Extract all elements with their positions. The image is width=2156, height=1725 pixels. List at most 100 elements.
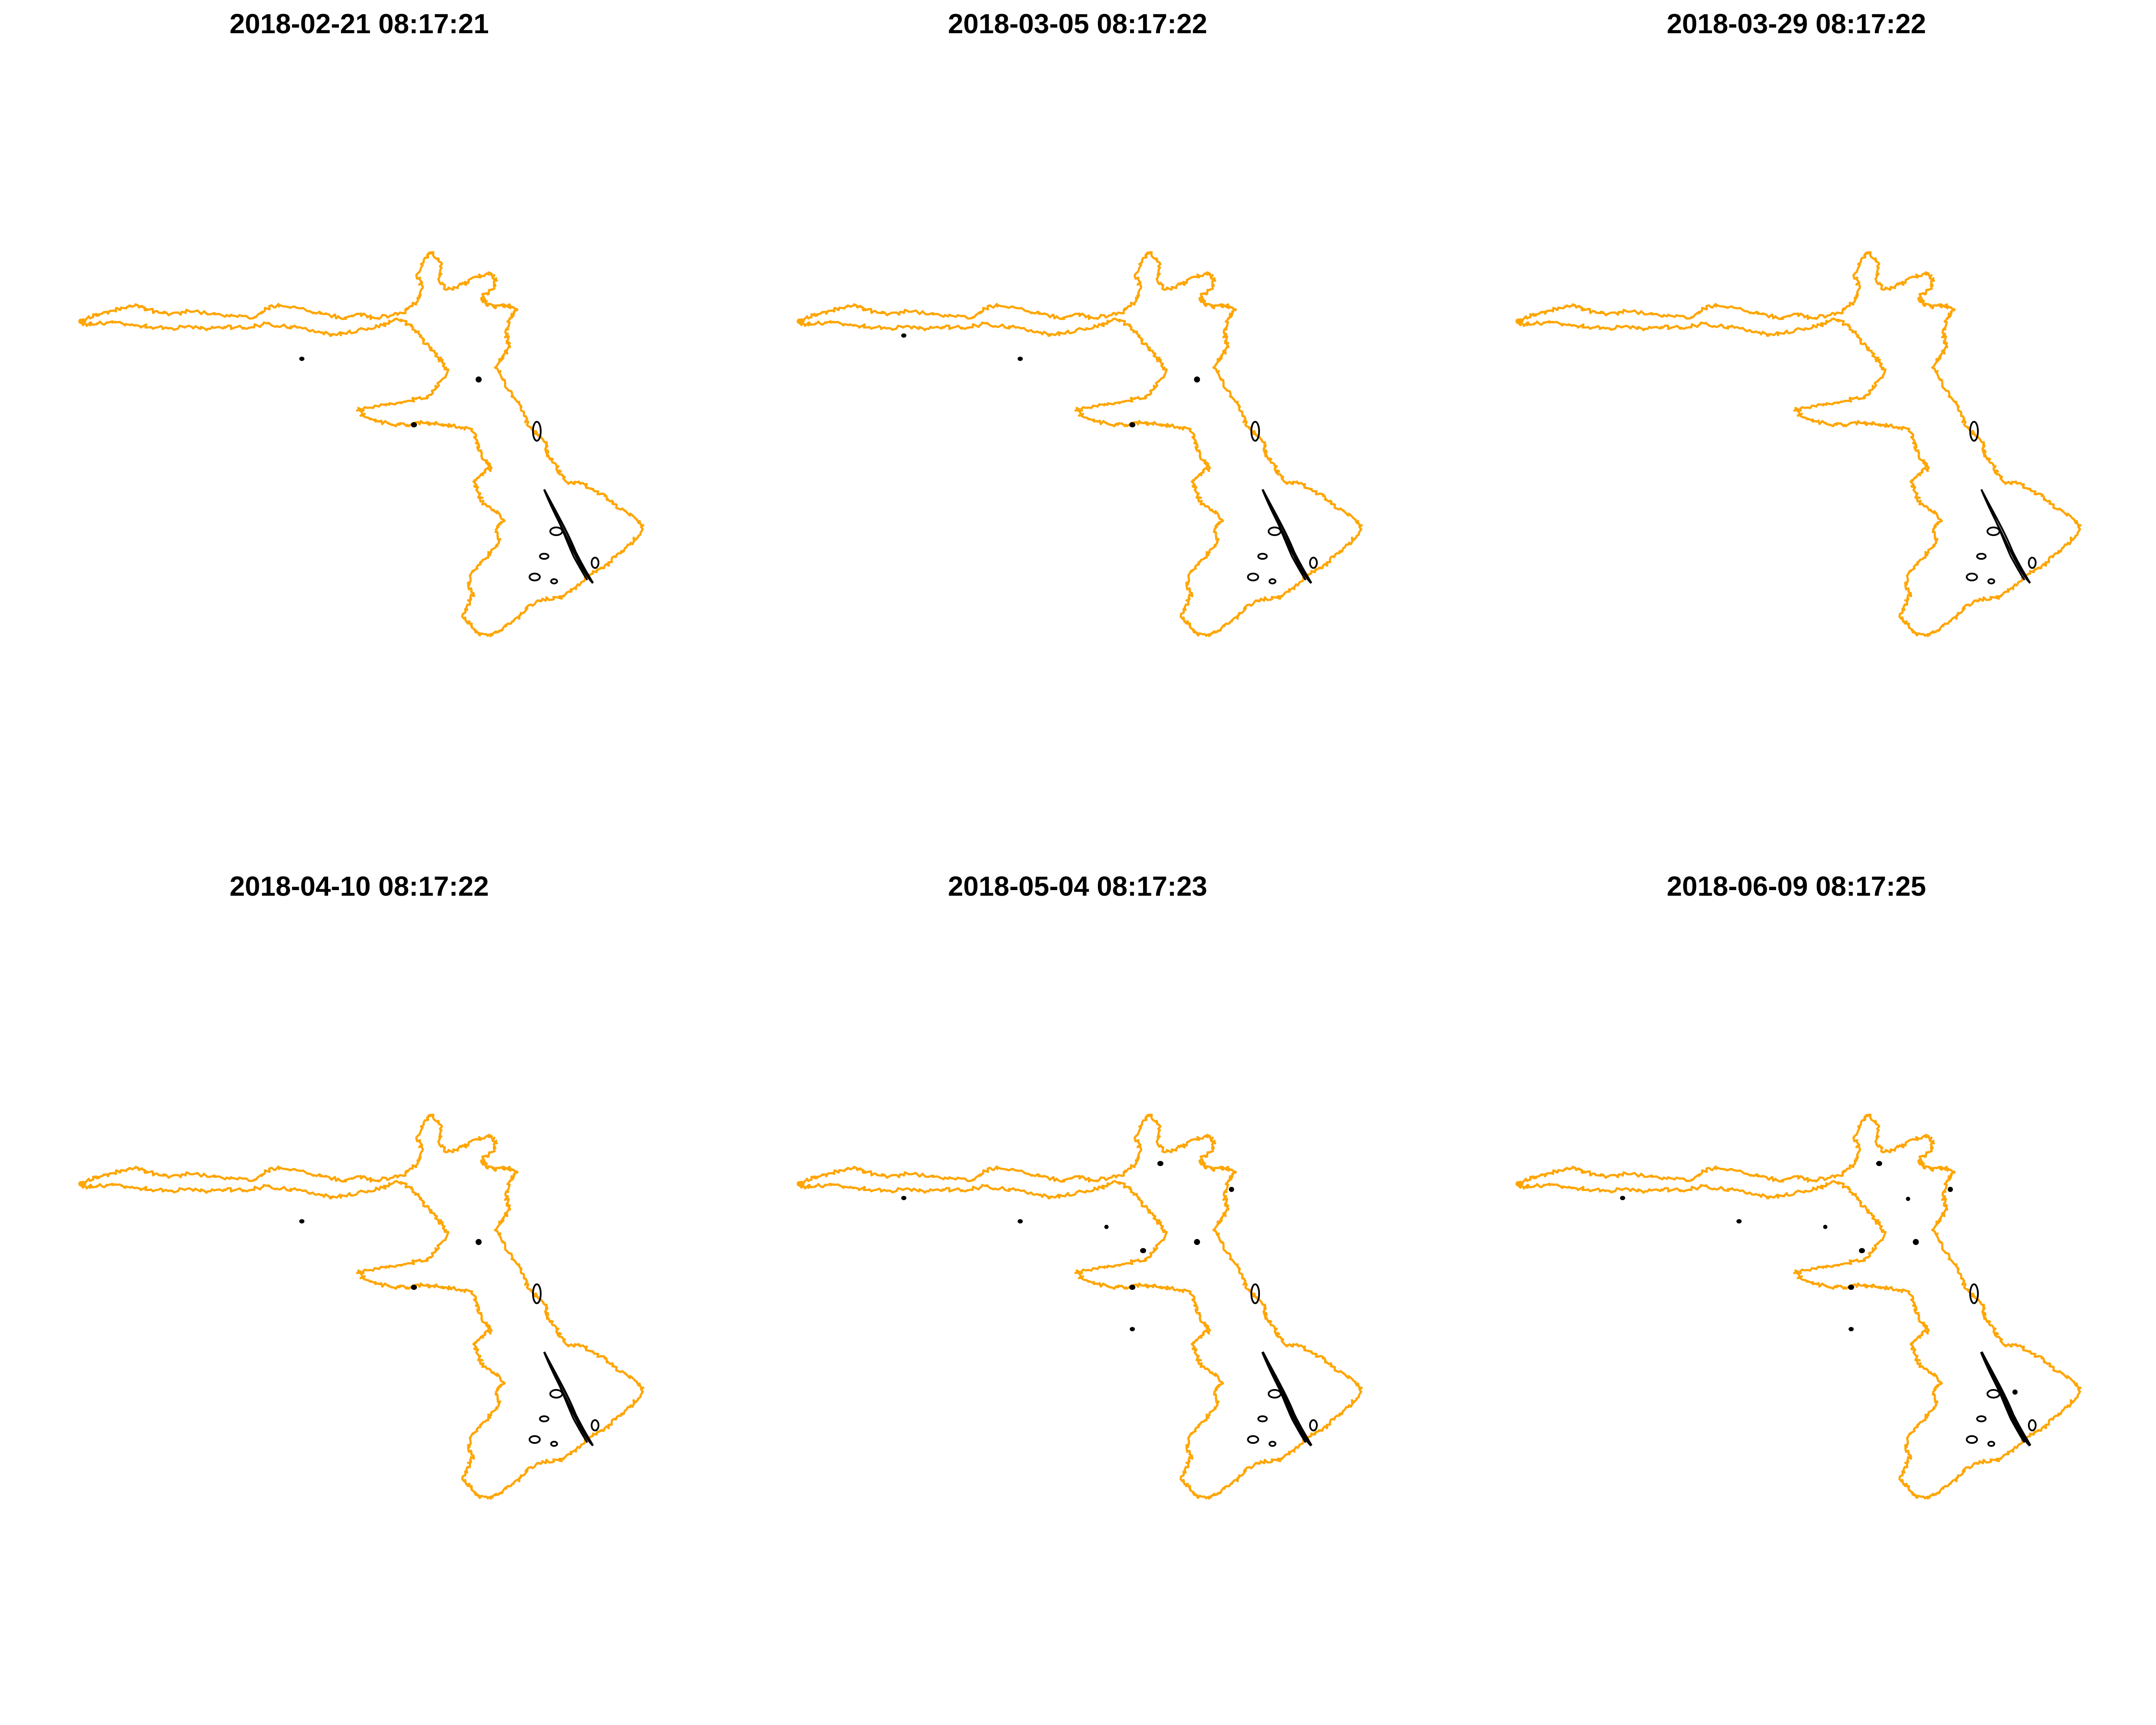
water-detection-patch — [1018, 1219, 1023, 1223]
map-panel-3: 2018-03-29 08:17:22 — [1437, 0, 2156, 862]
water-detection-patch — [1823, 1225, 1827, 1229]
water-detection-patch — [1194, 376, 1200, 383]
water-detection-patch — [1620, 1196, 1625, 1200]
panel-title-5: 2018-05-04 08:17:23 — [948, 871, 1207, 902]
water-detection-patch — [1268, 527, 1282, 536]
water-detection-patch — [549, 1389, 563, 1399]
water-detection-outline — [1987, 1367, 2025, 1443]
water-detection-patch — [1859, 1248, 1865, 1253]
water-detection-patch — [1848, 1285, 1854, 1290]
water-detection-patch — [1250, 421, 1260, 442]
water-detection-patch — [2028, 1419, 2037, 1431]
water-detection-patch — [591, 557, 599, 569]
water-detection-patch — [1257, 1415, 1268, 1422]
water-detection-outline — [1987, 504, 2025, 581]
water-detection-outline — [1269, 504, 1307, 581]
water-detection-outline — [1269, 1367, 1307, 1443]
water-detection-patch — [476, 376, 482, 383]
water-detection-patch — [1130, 1327, 1135, 1331]
water-detection-patch — [1876, 1161, 1882, 1166]
water-detection-patch — [1969, 421, 1979, 442]
water-detection-patch — [1948, 1187, 1953, 1192]
water-detection-patch — [1987, 578, 1995, 584]
water-detection-patch — [1987, 527, 2000, 536]
water-detection-patch — [549, 527, 563, 536]
water-detection-patch — [411, 422, 417, 427]
panel-title-1: 2018-02-21 08:17:21 — [229, 8, 489, 39]
water-detection-patch — [1229, 1187, 1234, 1192]
water-detection-patch — [1976, 1415, 1987, 1422]
water-detection-outline — [543, 1351, 594, 1446]
water-detection-patch — [1913, 1239, 1919, 1245]
reservoir-boundary — [78, 251, 645, 637]
water-detection-outline — [543, 489, 594, 584]
water-detection-patch — [1140, 1248, 1146, 1253]
map-panel-2: 2018-03-05 08:17:22 — [718, 0, 1437, 862]
reservoir-boundary — [1515, 1113, 2082, 1500]
water-detection-patch — [1906, 1197, 1910, 1201]
water-detection-patch — [1104, 1225, 1109, 1229]
water-detection-patch — [550, 1441, 558, 1447]
map-canvas-6 — [1515, 1113, 2082, 1500]
map-canvas-1 — [78, 251, 645, 637]
water-detection-patch — [901, 1196, 906, 1200]
water-detection-patch — [1966, 1435, 1978, 1444]
map-panel-5: 2018-05-04 08:17:23 — [718, 862, 1437, 1725]
map-panel-4: 2018-04-10 08:17:22 — [0, 862, 718, 1725]
water-detection-patch — [1269, 578, 1276, 584]
water-detection-patch — [532, 421, 542, 442]
water-detection-patch — [1129, 422, 1135, 427]
panel-title-3: 2018-03-29 08:17:22 — [1667, 8, 1926, 39]
water-detection-patch — [1309, 557, 1318, 569]
water-detection-patch — [1247, 573, 1259, 581]
map-canvas-2 — [796, 251, 1363, 637]
water-detection-patch — [532, 1283, 542, 1304]
reservoir-boundary — [796, 251, 1363, 637]
water-detection-patch — [1250, 1283, 1260, 1304]
map-panel-1: 2018-02-21 08:17:21 — [0, 0, 718, 862]
reservoir-boundary — [78, 1113, 645, 1500]
water-detection-patch — [529, 1435, 541, 1444]
water-detection-patch — [476, 1239, 482, 1245]
map-panel-6: 2018-06-09 08:17:25 — [1437, 862, 2156, 1725]
water-detection-patch — [1194, 1239, 1200, 1245]
panel-title-2: 2018-03-05 08:17:22 — [948, 8, 1207, 39]
water-detection-patch — [411, 1285, 417, 1290]
water-detection-patch — [1269, 1441, 1276, 1447]
water-detection-patch — [2028, 557, 2037, 569]
water-detection-patch — [299, 357, 304, 361]
water-detection-patch — [1849, 1327, 1854, 1331]
reservoir-boundary — [796, 1113, 1363, 1500]
water-detection-patch — [901, 333, 906, 338]
water-detection-patch — [2012, 1389, 2018, 1395]
water-detection-patch — [1736, 1219, 1742, 1223]
water-detection-patch — [299, 1219, 304, 1223]
water-detection-patch — [1966, 573, 1978, 581]
water-detection-patch — [539, 553, 549, 560]
water-detection-outline — [1981, 489, 2031, 584]
water-detection-patch — [550, 578, 558, 584]
water-detection-patch — [1309, 1419, 1318, 1431]
panel-title-4: 2018-04-10 08:17:22 — [229, 871, 489, 902]
water-detection-patch — [529, 573, 541, 581]
water-detection-outline — [550, 1367, 588, 1443]
panel-title-6: 2018-06-09 08:17:25 — [1667, 871, 1926, 902]
water-detection-patch — [1976, 553, 1987, 560]
water-detection-patch — [591, 1419, 599, 1431]
water-detection-patch — [1969, 1283, 1979, 1304]
water-detection-patch — [539, 1415, 549, 1422]
map-canvas-4 — [78, 1113, 645, 1500]
water-detection-outline — [550, 504, 588, 581]
water-detection-patch — [1987, 1441, 1995, 1447]
water-detection-outline — [1261, 1351, 1313, 1447]
water-detection-outline — [1980, 1351, 2031, 1447]
map-canvas-5 — [796, 1113, 1363, 1500]
reservoir-boundary — [1515, 251, 2082, 637]
water-detection-patch — [1257, 553, 1268, 560]
map-canvas-3 — [1515, 251, 2082, 637]
water-detection-patch — [1129, 1285, 1135, 1290]
water-detection-patch — [1268, 1389, 1282, 1399]
water-detection-patch — [1157, 1161, 1163, 1166]
water-detection-patch — [1987, 1389, 2000, 1399]
